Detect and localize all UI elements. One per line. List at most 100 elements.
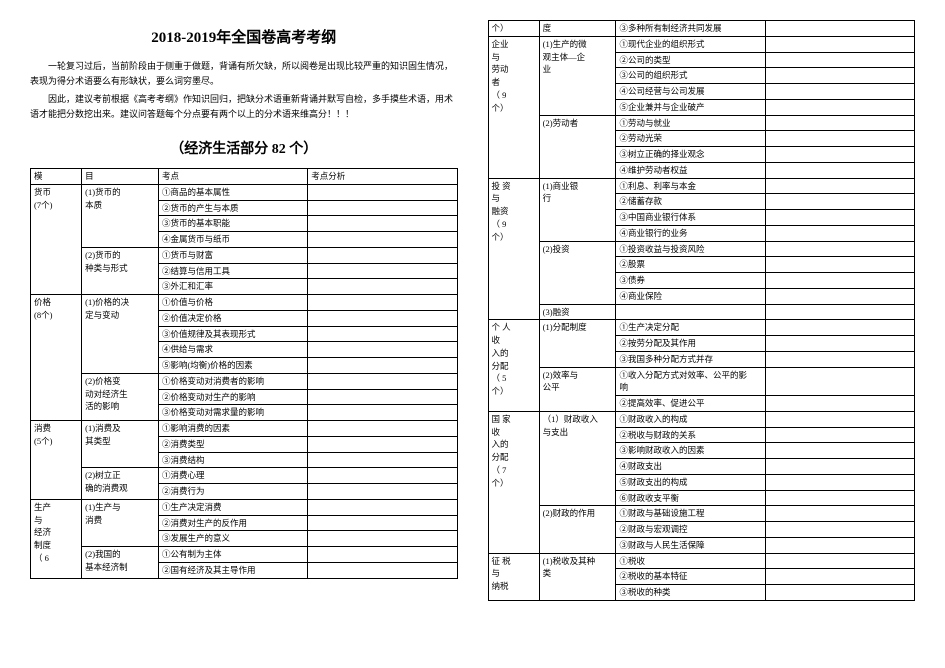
analysis-cell (308, 373, 457, 389)
analysis-cell (765, 241, 914, 257)
point-cell: ③影响财政收入的因素 (616, 443, 765, 459)
point-cell: ④供给与需求 (158, 342, 307, 358)
point-cell: ①价格变动对消费者的影响 (158, 373, 307, 389)
table-row: (2)价格变 动对经济生 活的影响①价格变动对消费者的影响 (31, 373, 458, 389)
subtopic-cell: (3)融资 (539, 304, 616, 320)
analysis-cell (308, 295, 457, 311)
analysis-cell (765, 288, 914, 304)
point-cell: ③货币的基本职能 (158, 216, 307, 232)
point-cell: ③发展生产的意义 (158, 531, 307, 547)
point-cell: ③财政与人民生活保障 (616, 537, 765, 553)
point-cell: ③树立正确的择业观念 (616, 147, 765, 163)
analysis-cell (765, 351, 914, 367)
point-cell: ③债券 (616, 273, 765, 289)
module-cell: 国 家 收 入的 分配 （ 7 个） (488, 411, 539, 553)
point-cell: ④维护劳动者权益 (616, 162, 765, 178)
point-cell: ①影响消费的因素 (158, 421, 307, 437)
analysis-cell (765, 336, 914, 352)
point-cell: ③我国多种分配方式并存 (616, 351, 765, 367)
analysis-cell (765, 225, 914, 241)
point-cell: ②股票 (616, 257, 765, 273)
subtopic-cell: (1)商业银 行 (539, 178, 616, 241)
point-cell: ②国有经济及其主导作用 (158, 562, 307, 578)
subtopic-cell: 度 (539, 21, 616, 37)
subtopic-cell: (2)价格变 动对经济生 活的影响 (82, 373, 159, 420)
analysis-cell (308, 389, 457, 405)
analysis-cell (765, 257, 914, 273)
point-cell: ①生产决定消费 (158, 499, 307, 515)
point-cell: ②结算与信用工具 (158, 263, 307, 279)
module-cell: 个 人 收 入的 分配 （ 5 个） (488, 320, 539, 412)
point-cell: ①货币与财富 (158, 247, 307, 263)
point-cell: ②税收的基本特征 (616, 569, 765, 585)
point-cell: ①利息、利率与本金 (616, 178, 765, 194)
intro-para-2: 因此，建议考前根据《高考考纲》作知识回归，把缺分术语重新背诵并默写自检，多手摸些… (30, 92, 458, 123)
subtopic-cell: (1)生产与 消费 (82, 499, 159, 546)
th-item: 目 (82, 169, 159, 185)
analysis-cell (765, 569, 914, 585)
point-cell: ②按劳分配及其作用 (616, 336, 765, 352)
table-row: (2)投资①投资收益与投资风险 (488, 241, 915, 257)
subtopic-cell: (1)消费及 其类型 (82, 421, 159, 468)
analysis-cell (765, 68, 914, 84)
analysis-cell (765, 52, 914, 68)
analysis-cell (308, 232, 457, 248)
table-row: (2)劳动者①劳动与就业 (488, 115, 915, 131)
point-cell: ②货币的产生与本质 (158, 200, 307, 216)
subtopic-cell: (1)税收及其种 类 (539, 553, 616, 600)
analysis-cell (308, 452, 457, 468)
table-row: 投 资 与 融资 （ 9 个）(1)商业银 行①利息、利率与本金 (488, 178, 915, 194)
subtopic-cell: （1）财政收入 与支出 (539, 411, 616, 506)
point-cell: ①税收 (616, 553, 765, 569)
point-cell: ②消费对生产的反作用 (158, 515, 307, 531)
analysis-cell (765, 84, 914, 100)
analysis-cell (308, 499, 457, 515)
subtopic-cell: (2)树立正 确的消费观 (82, 468, 159, 500)
point-cell: ⑤影响(均衡)价格的因素 (158, 358, 307, 374)
analysis-cell (765, 459, 914, 475)
table-row: (2)树立正 确的消费观①消费心理 (31, 468, 458, 484)
point-cell: ③多种所有制经济共同发展 (616, 21, 765, 37)
analysis-cell (308, 326, 457, 342)
th-analysis: 考点分析 (308, 169, 457, 185)
analysis-cell (765, 147, 914, 163)
point-cell: ②公司的类型 (616, 52, 765, 68)
point-cell: ①劳动与就业 (616, 115, 765, 131)
table-row: 价格 (8个)(1)价格的决 定与变动①价值与价格 (31, 295, 458, 311)
analysis-cell (765, 21, 914, 37)
analysis-cell (765, 178, 914, 194)
point-cell: ③价格变动对需求量的影响 (158, 405, 307, 421)
analysis-cell (308, 531, 457, 547)
analysis-cell (765, 320, 914, 336)
table-row: 个）度③多种所有制经济共同发展 (488, 21, 915, 37)
point-cell: ④商业银行的业务 (616, 225, 765, 241)
point-cell: ①现代企业的组织形式 (616, 36, 765, 52)
outline-table-right: 个）度③多种所有制经济共同发展企业 与 劳动 者 （ 9 个）(1)生产的微 观… (488, 20, 916, 601)
outline-table-left: 模 目 考点 考点分析 货币 (7个)(1)货币的 本质①商品的基本属性②货币的… (30, 168, 458, 579)
point-cell: ②消费类型 (158, 436, 307, 452)
analysis-cell (308, 247, 457, 263)
analysis-cell (308, 216, 457, 232)
point-cell: ③价值规律及其表现形式 (158, 326, 307, 342)
point-cell: ④金属货币与纸币 (158, 232, 307, 248)
subtopic-cell: (2)劳动者 (539, 115, 616, 178)
th-mod: 模 (31, 169, 82, 185)
analysis-cell (765, 427, 914, 443)
point-cell: ③税收的种类 (616, 585, 765, 601)
point-cell: ①公有制为主体 (158, 547, 307, 563)
point-cell: ①投资收益与投资风险 (616, 241, 765, 257)
table-row: (2)财政的作用①财政与基础设施工程 (488, 506, 915, 522)
table-row: 征 税 与 纳税(1)税收及其种 类①税收 (488, 553, 915, 569)
module-cell: 投 资 与 融资 （ 9 个） (488, 178, 539, 320)
point-cell: ①价值与价格 (158, 295, 307, 311)
point-cell: ②劳动光荣 (616, 131, 765, 147)
point-cell: ④财政支出 (616, 459, 765, 475)
analysis-cell (308, 484, 457, 500)
analysis-cell (308, 436, 457, 452)
point-cell (616, 304, 765, 320)
table-row: (3)融资 (488, 304, 915, 320)
module-cell: 企业 与 劳动 者 （ 9 个） (488, 36, 539, 178)
analysis-cell (765, 585, 914, 601)
analysis-cell (765, 367, 914, 396)
analysis-cell (765, 131, 914, 147)
